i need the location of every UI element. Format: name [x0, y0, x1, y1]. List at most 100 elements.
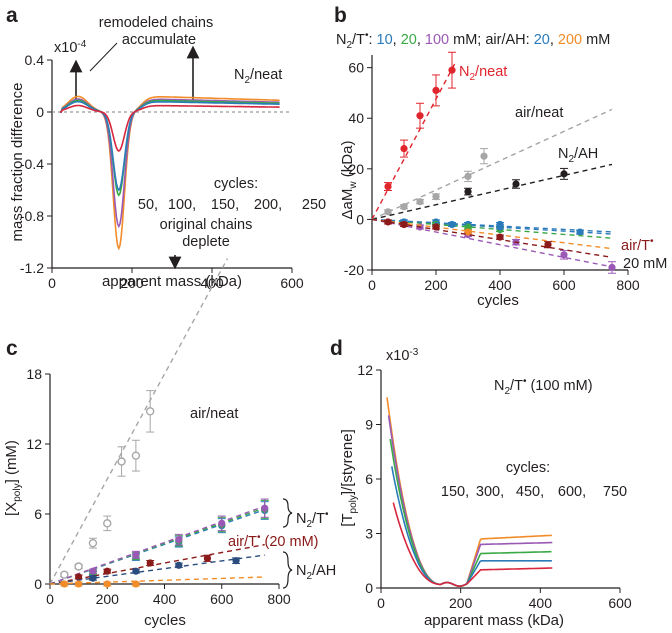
- annotation-remodeled: remodeled chains: [99, 15, 213, 31]
- fit-line-air/AH 20 mM: [371, 218, 613, 233]
- data-point: [103, 519, 112, 528]
- data-point: [432, 86, 440, 95]
- data-point: [608, 263, 616, 272]
- x-tick-label: 400: [529, 595, 553, 611]
- label-air-t-c: air/T• (20 mM): [228, 532, 319, 550]
- y-axis-label-b: ΔaMw (kDa): [339, 141, 359, 220]
- y-tick-label: 12: [26, 436, 42, 452]
- data-point: [464, 223, 472, 231]
- x-tick-label: 600: [608, 595, 632, 611]
- y-tick-label: 12: [357, 362, 373, 378]
- data-point: [175, 561, 183, 569]
- x-tick-label: 400: [200, 275, 224, 291]
- label-n2-t-c: N2/T•: [296, 509, 329, 530]
- y-tick-label: -1.2: [20, 260, 44, 276]
- bracket-n2-t: [282, 498, 293, 528]
- fit-line-N2/T• 100 mM: [49, 505, 265, 585]
- x-tick-label: 400: [488, 277, 512, 293]
- data-point: [60, 580, 68, 588]
- legend-entry-200: 200,: [254, 197, 282, 213]
- data-point: [232, 557, 240, 565]
- legend-entry-300: 300,: [476, 484, 504, 500]
- multiplier-d: x10-3: [386, 347, 419, 364]
- label-n2-ah-b: N2/AH: [558, 146, 598, 165]
- y-tick-label: 0: [356, 211, 364, 227]
- data-point: [132, 551, 140, 559]
- multiplier-a: x10-4: [54, 39, 87, 56]
- data-point: [175, 536, 183, 544]
- y-tick-label: 6: [34, 506, 42, 522]
- data-point: [496, 233, 504, 241]
- legend-entry-100: 100,: [168, 197, 196, 213]
- legend-title-d: cycles:: [506, 460, 550, 476]
- data-point: [544, 241, 552, 249]
- legend-entry-250: 250: [302, 197, 326, 213]
- data-point: [448, 220, 456, 229]
- fit-line-N2/T• 100 mM: [371, 218, 613, 268]
- y-tick-label: 40: [348, 110, 364, 126]
- data-point: [218, 519, 226, 527]
- y-tick-label: 3: [365, 526, 373, 542]
- x-axis-label-c: cycles: [144, 612, 186, 629]
- x-tick-label: 600: [552, 277, 576, 293]
- y-tick-label: 20: [348, 161, 364, 177]
- x-tick-label: 0: [377, 595, 385, 611]
- annotation-deplete: deplete: [182, 234, 230, 250]
- x-tick-label: 0: [48, 275, 56, 291]
- annotation-accumulate: accumulate: [122, 32, 196, 48]
- y-axis-label-a: mass fraction difference: [9, 83, 26, 242]
- data-point: [560, 170, 568, 178]
- bracket-n2-ah: [282, 551, 293, 589]
- data-point: [400, 144, 408, 153]
- legend-entry-150: 150,: [211, 197, 239, 213]
- series-line-450: [389, 438, 552, 588]
- x-tick-label: 800: [616, 277, 640, 293]
- x-tick-label: 800: [267, 591, 291, 607]
- plot-area-a: 0 200 400 600 0.4 0 -0.4 -0.8 -1.2: [20, 52, 304, 291]
- series-line-600: [387, 415, 553, 588]
- y-tick-label: 6: [365, 471, 373, 487]
- x-tick-label: 600: [280, 275, 304, 291]
- fit-line-N2/neat: [371, 62, 456, 220]
- x-axis-label-d: apparent mass (kDa): [424, 612, 564, 629]
- condition-d: N2/T• (100 mM): [494, 376, 593, 397]
- data-point: [464, 228, 472, 236]
- y-tick-label: 18: [26, 366, 42, 382]
- fit-line-air/T• 20 mM: [371, 218, 613, 259]
- data-point: [75, 580, 83, 588]
- y-axis-label-d: [Tpoly]/[styrene]: [339, 429, 359, 527]
- data-point: [512, 180, 520, 188]
- legend-title-a: cycles:: [214, 176, 258, 192]
- x-axis-label-b: cycles: [477, 292, 519, 309]
- annotation-original: original chains: [160, 217, 253, 233]
- data-point: [560, 251, 568, 259]
- y-tick-label: 0: [365, 580, 373, 596]
- y-tick-label: 0: [34, 576, 42, 592]
- fit-line-N2/AH 20 mM: [49, 554, 265, 585]
- label-air-neat-c: air/neat: [190, 406, 238, 422]
- data-point: [384, 208, 392, 216]
- fit-line-N2/AH: [371, 163, 613, 221]
- plot-area-c: 0 200 400 600 800 0 6 12 18: [26, 258, 291, 607]
- data-point: [432, 193, 440, 201]
- x-tick-label: 600: [210, 591, 234, 607]
- x-tick-label: 0: [46, 591, 54, 607]
- data-point: [400, 220, 408, 229]
- data-point: [416, 198, 424, 206]
- data-point: [132, 580, 140, 588]
- x-tick-label: 0: [368, 277, 376, 293]
- panel-label-c: c: [6, 337, 18, 360]
- data-point: [131, 451, 141, 460]
- data-point: [89, 567, 97, 575]
- fit-line-air/neat: [49, 258, 229, 585]
- data-point: [261, 504, 269, 512]
- y-tick-label: 60: [348, 60, 364, 76]
- header-b: N2/T•: 10, 20, 100 mM; air/AH: 20, 200 m…: [336, 30, 610, 51]
- legend-entry-750: 750: [603, 484, 627, 500]
- pointer-line-a: [89, 42, 118, 72]
- condition-n2-neat-a: N2/neat: [234, 67, 282, 86]
- data-point: [145, 407, 155, 416]
- plot-area-d: 0 200 400 600 0 3 6 9 12: [357, 362, 631, 611]
- label-n2-neat-b: N2/neat: [459, 64, 507, 83]
- data-point: [103, 580, 111, 588]
